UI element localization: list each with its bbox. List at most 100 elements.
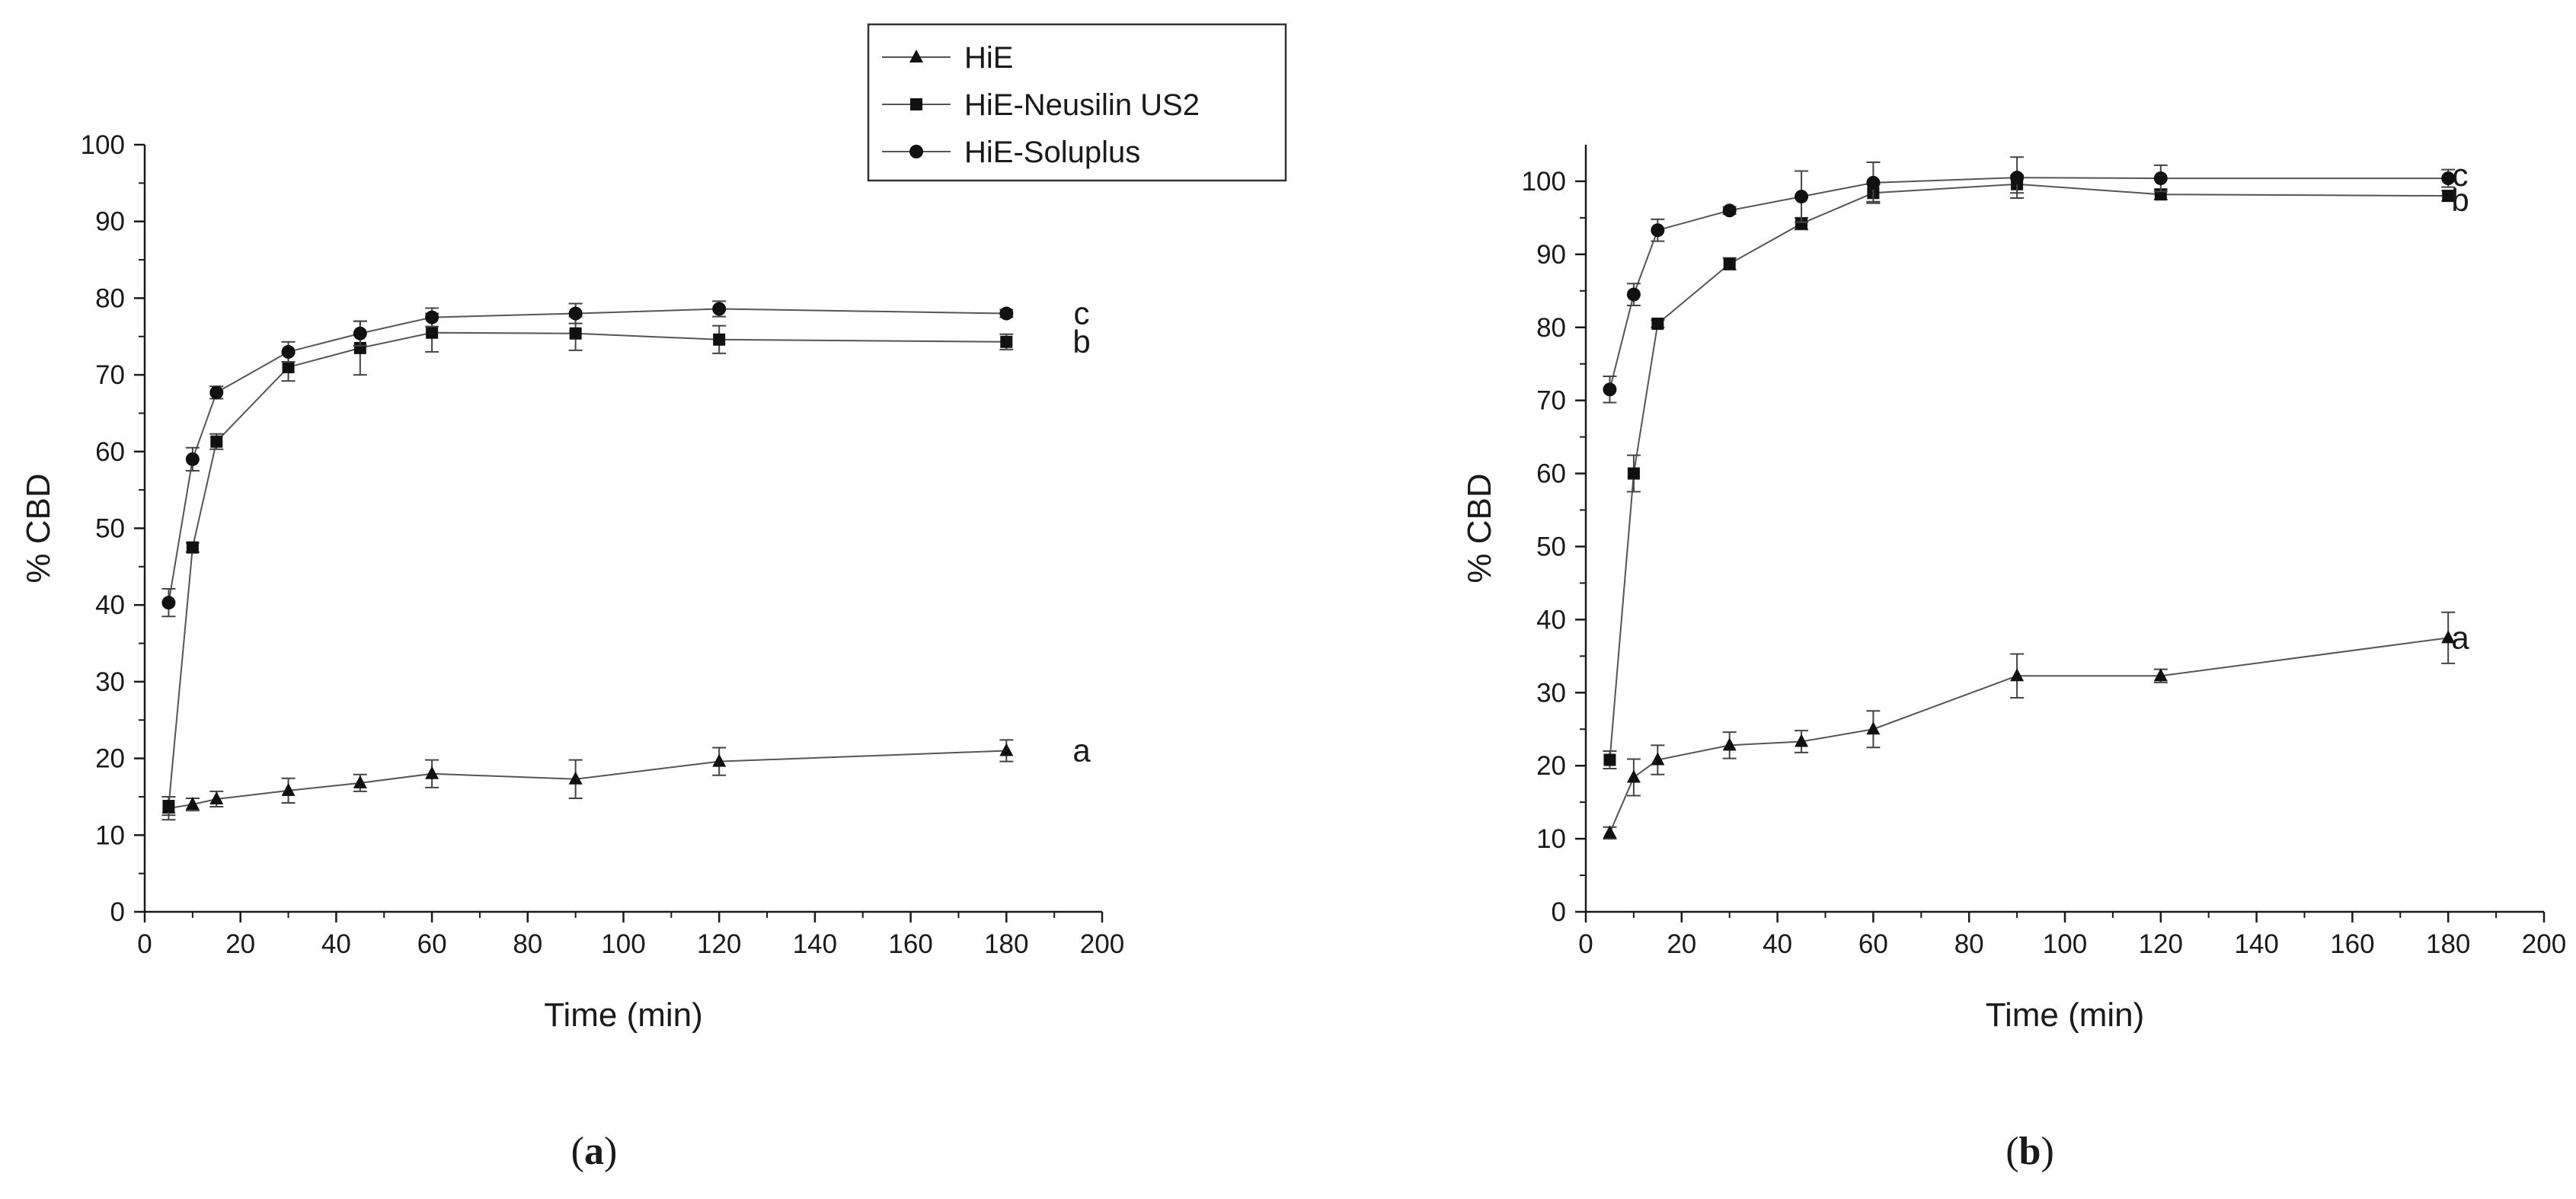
data-point (1866, 175, 1881, 190)
data-point (210, 435, 223, 448)
y-tick-label: 30 (95, 667, 125, 697)
data-point (999, 743, 1014, 756)
series-end-label: c (2453, 157, 2469, 193)
x-tick-label: 20 (1667, 929, 1696, 959)
series-triangle (1603, 611, 2456, 840)
y-tick-label: 10 (1536, 824, 1566, 854)
data-point (185, 452, 200, 466)
x-tick-label: 120 (2139, 929, 2183, 959)
y-tick-label: 20 (95, 744, 125, 774)
data-point (1627, 467, 1640, 480)
caption-open: ( (571, 1130, 584, 1173)
x-tick-label: 140 (793, 929, 837, 959)
data-point (1866, 721, 1881, 735)
y-tick-label: 60 (95, 437, 125, 467)
data-point (1626, 287, 1641, 302)
y-tick-label: 0 (110, 897, 125, 927)
x-tick-label: 20 (225, 929, 255, 959)
y-tick-label: 50 (95, 514, 125, 544)
legend-marker-square (910, 98, 922, 110)
y-tick-label: 40 (95, 590, 125, 620)
data-point (209, 791, 224, 804)
data-point (209, 385, 224, 400)
caption-close: ) (604, 1130, 617, 1173)
x-tick-label: 200 (2522, 929, 2566, 959)
x-tick-label: 200 (1080, 929, 1124, 959)
y-tick-label: 80 (95, 283, 125, 313)
y-tick-label: 70 (1536, 386, 1566, 416)
series-line (1609, 183, 2449, 760)
data-point (713, 333, 726, 346)
legend-marker-triangle (909, 50, 923, 62)
data-point (569, 327, 582, 340)
series-end-label: b (1072, 324, 1090, 360)
y-tick-label: 100 (81, 130, 125, 160)
y-tick-label: 0 (1552, 897, 1566, 927)
data-point (2153, 171, 2168, 186)
data-point (1795, 734, 1809, 747)
data-point (425, 310, 439, 325)
caption-close: ) (2041, 1130, 2053, 1173)
y-axis-label: % CBD (20, 473, 57, 583)
panel-caption: (a) (571, 1130, 618, 1173)
x-tick-label: 60 (1858, 929, 1888, 959)
data-point (161, 596, 176, 610)
x-tick-label: 140 (2234, 929, 2278, 959)
x-tick-label: 60 (417, 929, 447, 959)
data-point (425, 766, 439, 779)
x-tick-label: 0 (1578, 929, 1593, 959)
data-point (281, 782, 296, 796)
x-tick-label: 120 (697, 929, 741, 959)
x-tick-label: 160 (888, 929, 932, 959)
chart-panel-b: 0 20 40 60 80 100 120 140 160 180 200 0 10 20 30 40 50 60… (1461, 145, 2566, 1173)
y-tick-label: 80 (1536, 313, 1566, 343)
data-point (2153, 668, 2168, 682)
data-point (1651, 752, 1665, 766)
data-point (186, 541, 199, 554)
data-point (1603, 825, 1617, 839)
series-square (161, 312, 1014, 817)
series-end-label: a (2451, 619, 2469, 655)
series-end-label: c (1074, 296, 1090, 331)
panel-caption: (b) (2006, 1130, 2054, 1173)
data-point (712, 302, 727, 316)
data-point (185, 797, 200, 811)
series-end-label: a (1072, 733, 1091, 769)
data-point (2441, 171, 2456, 186)
data-point (2442, 190, 2455, 203)
legend-marker-circle (909, 145, 923, 158)
x-tick-label: 40 (1763, 929, 1792, 959)
data-point (568, 771, 583, 785)
caption-letter: b (2019, 1130, 2041, 1173)
data-point (1795, 217, 1808, 230)
y-tick-label: 50 (1536, 532, 1566, 561)
x-tick-label: 180 (2426, 929, 2470, 959)
data-point (1651, 317, 1664, 330)
legend-label: HiE (964, 41, 1013, 75)
y-tick-label: 70 (95, 360, 125, 390)
data-point (282, 361, 295, 374)
data-point (2441, 630, 2456, 644)
data-point (426, 326, 439, 339)
y-tick-label: 90 (95, 207, 125, 237)
data-point (2010, 668, 2025, 682)
data-point (712, 753, 727, 767)
data-point (568, 306, 583, 321)
y-tick-label: 40 (1536, 605, 1566, 635)
legend-label: HiE-Soluplus (964, 136, 1140, 169)
legend-label: HiE-Neusilin US2 (964, 88, 1200, 122)
y-tick-label: 20 (1536, 751, 1566, 781)
series-triangle (161, 739, 1014, 821)
x-tick-label: 0 (137, 929, 152, 959)
x-tick-label: 100 (2043, 929, 2087, 959)
y-tick-label: 30 (1536, 678, 1566, 708)
caption-open: ( (2006, 1130, 2018, 1173)
data-point (353, 326, 367, 341)
x-tick-label: 80 (1954, 929, 1984, 959)
data-point (1651, 223, 1665, 238)
data-point (1626, 769, 1641, 783)
series-line (168, 750, 1007, 810)
data-point (1603, 753, 1616, 766)
data-point (353, 775, 367, 788)
